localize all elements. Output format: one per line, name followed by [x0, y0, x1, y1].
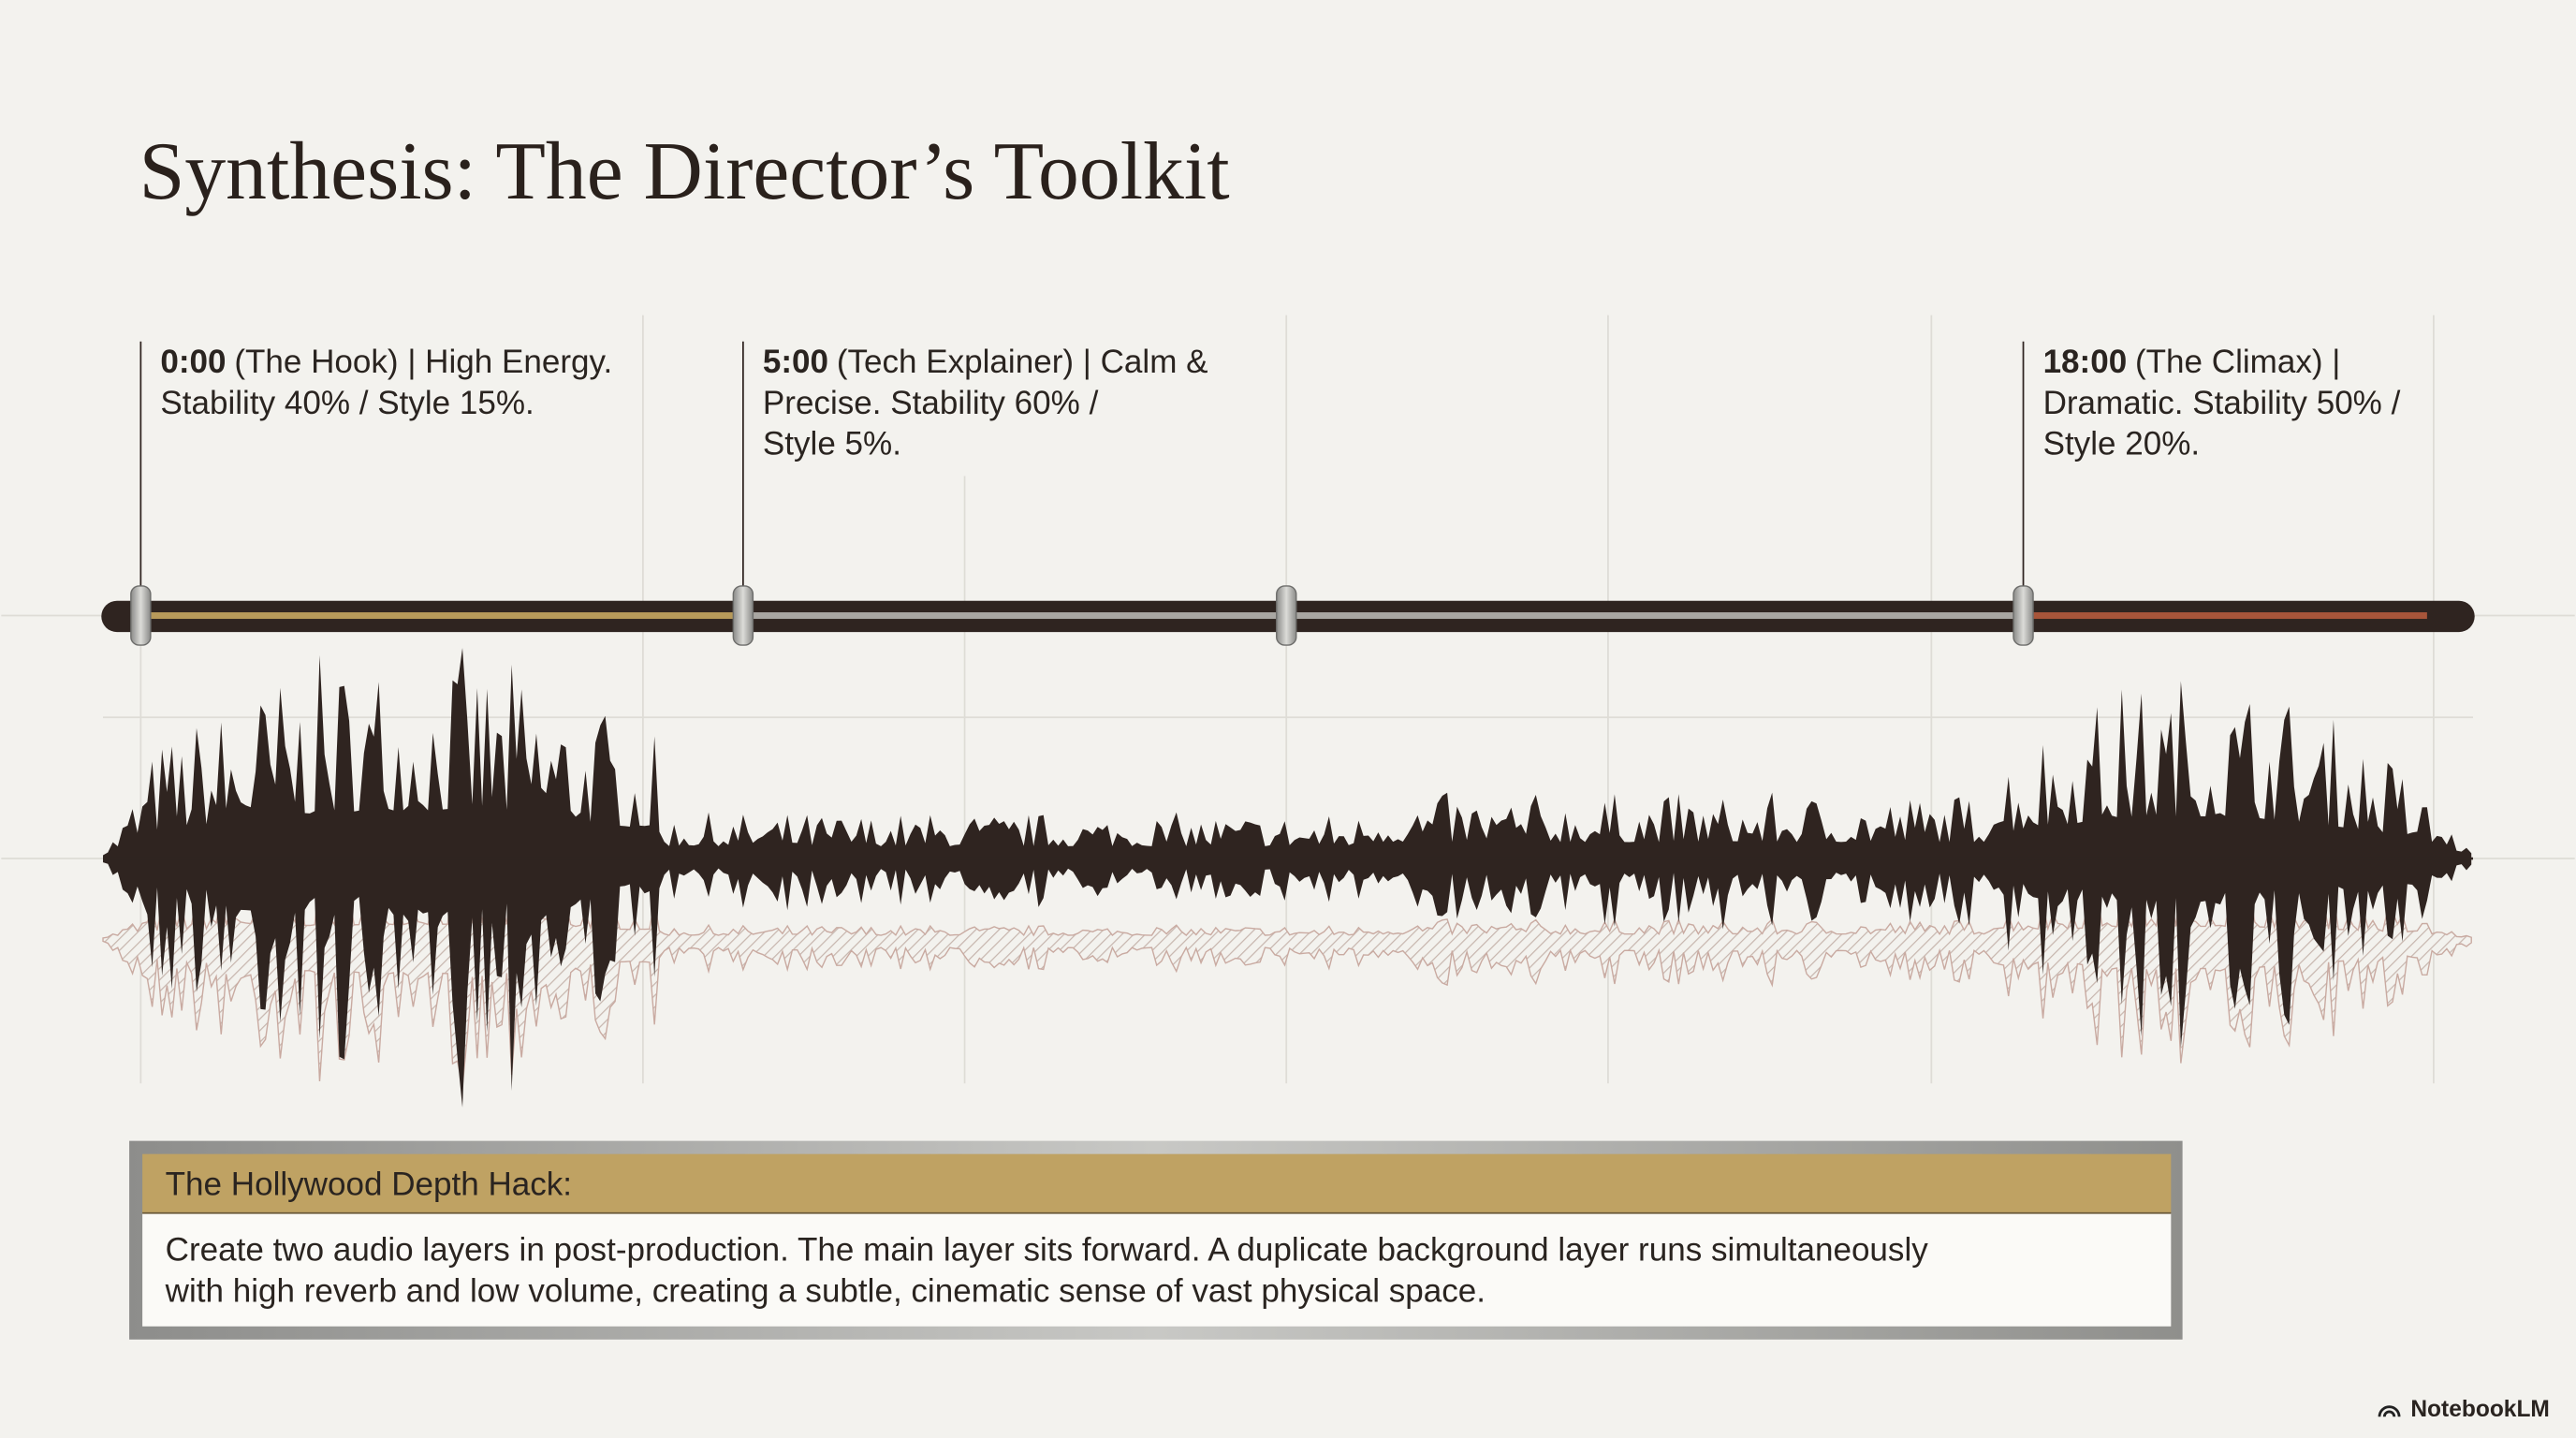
title: Synthesis: The Director’s Toolkit — [139, 125, 1230, 216]
callout: The Hollywood Depth Hack: Create two aud… — [129, 1140, 2183, 1340]
brand-name: NotebookLM — [2410, 1397, 2550, 1422]
marker-time: 5:00 — [763, 344, 828, 380]
callout-line: with high reverb and low volume, creatin… — [165, 1272, 1486, 1309]
waveform — [102, 648, 2473, 1108]
marker-label: (The Hook) | High Energy. — [234, 344, 612, 380]
timeline-handle — [1276, 585, 1297, 646]
marker-text: Dramatic. Stability 50% / — [2043, 385, 2401, 421]
timeline-handle — [732, 585, 754, 646]
marker: 5:00 (Tech Explainer) | Calm & Precise. St… — [741, 341, 1208, 616]
main-wave — [103, 648, 2472, 1108]
marker-text: Precise. Stability 60% / — [763, 385, 1099, 421]
marker: 0:00 (The Hook) | High Energy. Stability 4… — [139, 341, 612, 616]
marker-label: (Tech Explainer) | Calm & — [837, 344, 1208, 380]
brand: NotebookLM — [2378, 1397, 2550, 1422]
marker-text: 18:00 (The Climax) | — [2043, 344, 2341, 380]
timeline-handle — [2012, 585, 2034, 646]
marker: 18:00 (The Climax) | Dramatic. Stability 5… — [2022, 341, 2401, 616]
marker-time: 0:00 — [160, 344, 226, 380]
marker-text: 5:00 (Tech Explainer) | Calm & — [763, 344, 1208, 380]
marker-text: Stability 40% / Style 15%. — [160, 385, 534, 421]
marker-time: 18:00 — [2043, 344, 2128, 380]
timeline-handle — [130, 585, 152, 646]
marker-label: (The Climax) | — [2135, 344, 2340, 380]
marker-text: Style 20%. — [2043, 426, 2201, 462]
callout-title: The Hollywood Depth Hack: — [166, 1166, 572, 1202]
callout-line: Create two audio layers in post-producti… — [166, 1232, 1929, 1269]
marker-text: Style 5%. — [763, 426, 901, 462]
marker-text: 0:00 (The Hook) | High Energy. — [160, 344, 612, 380]
